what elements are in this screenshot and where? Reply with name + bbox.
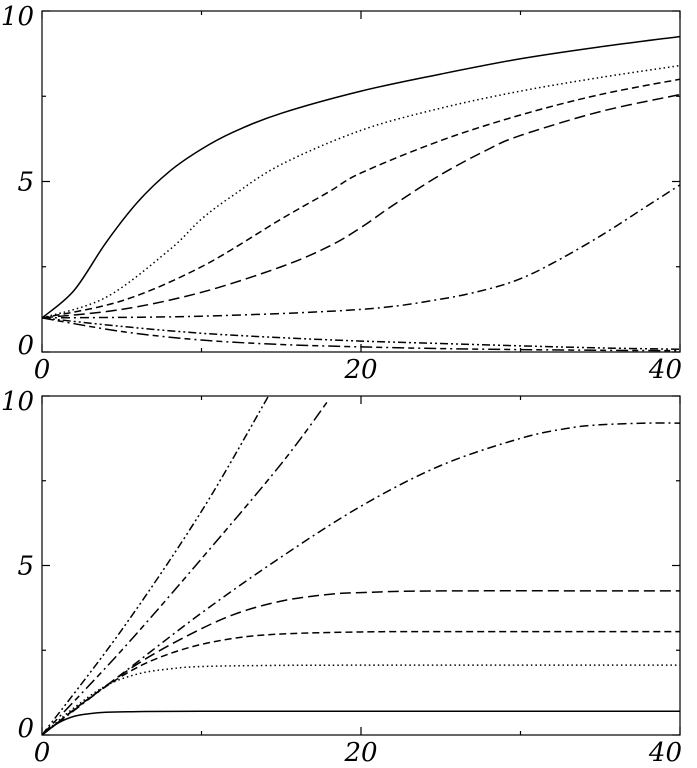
- y-tick-label: 0: [17, 331, 34, 361]
- x-tick-label: 0: [34, 738, 51, 768]
- series-line-dash-dot-dot: [42, 396, 270, 735]
- series-line-dash-dot-dot: [42, 317, 680, 351]
- series-line-long-dashed: [42, 590, 680, 735]
- plot-frame: [41, 395, 681, 736]
- series-group: [42, 35, 680, 352]
- series-line-dash-dot: [42, 184, 680, 319]
- y-tick-label: 0: [17, 714, 34, 744]
- series-line-dotted: [42, 664, 680, 735]
- series-line-solid: [42, 35, 680, 319]
- x-tick-label: 20: [343, 738, 377, 768]
- plot-frame: [41, 10, 681, 353]
- x-tick-label: 0: [34, 355, 51, 385]
- top-plot: 0 20 40 0 5 10: [1, 2, 682, 385]
- series-line-dotted: [42, 64, 680, 319]
- x-tick-label: 40: [648, 355, 682, 385]
- y-tick-label: 5: [17, 552, 34, 582]
- x-tick-label: 40: [648, 738, 682, 768]
- series-line-dash-dot: [42, 422, 680, 735]
- series-line-dash-dash-dot: [42, 398, 330, 735]
- series-group: [42, 396, 680, 735]
- y-tick-label: 10: [1, 387, 34, 417]
- bottom-plot: 0 20 40 0 5 10: [1, 387, 682, 768]
- y-tick-label: 5: [17, 168, 34, 198]
- series-line-dashed: [42, 630, 680, 735]
- y-tick-label: 10: [1, 2, 34, 32]
- series-line-dashed: [42, 78, 680, 319]
- series-line-long-dashed: [42, 93, 680, 319]
- series-line-solid: [42, 710, 680, 735]
- x-tick-label: 20: [343, 355, 377, 385]
